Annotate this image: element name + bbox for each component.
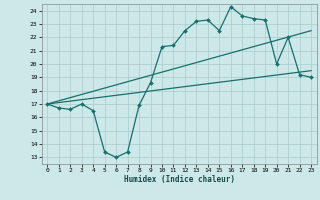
X-axis label: Humidex (Indice chaleur): Humidex (Indice chaleur) [124, 175, 235, 184]
